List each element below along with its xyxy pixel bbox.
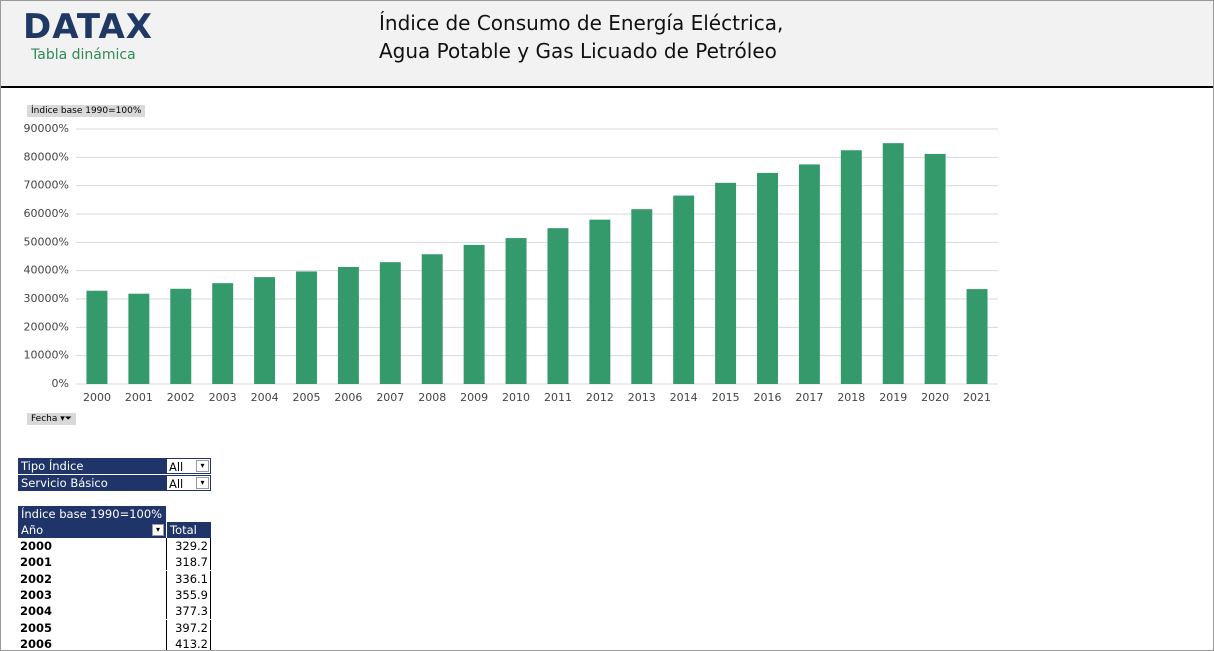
bar	[86, 290, 108, 384]
logo: DATAX	[23, 7, 153, 47]
x-tick-label: 2020	[921, 391, 949, 404]
filter-label: Servicio Básico	[18, 475, 166, 491]
bar	[379, 262, 401, 384]
filter-value[interactable]: All	[166, 458, 211, 474]
bar	[673, 195, 695, 384]
header: DATAX Tabla dinámica Índice de Consumo d…	[1, 1, 1213, 88]
x-tick-label: 2016	[754, 391, 782, 404]
x-tick-label: 2005	[293, 391, 321, 404]
x-tick-label: 2004	[251, 391, 279, 404]
pivot-value: 355.9	[166, 586, 211, 603]
pivot-value: 413.2	[166, 635, 211, 650]
title-line: Agua Potable y Gas Licuado de Petróleo	[379, 39, 777, 63]
x-tick-label: 2011	[544, 391, 572, 404]
x-tick-label: 2015	[712, 391, 740, 404]
bar	[128, 293, 150, 384]
bar	[463, 244, 485, 384]
pivot-value: 318.7	[166, 554, 211, 571]
y-tick-label: 60000%	[24, 207, 69, 220]
pivot-value: 397.2	[166, 619, 211, 636]
filter-dropdown[interactable]: ▾	[196, 460, 209, 472]
x-tick-label: 2021	[963, 391, 991, 404]
pivot-year: 2005	[20, 620, 53, 635]
y-tick-label: 30000%	[24, 292, 69, 305]
pivot-header: Año	[18, 522, 166, 538]
title-line: Índice de Consumo de Energía Eléctrica,	[379, 11, 784, 35]
pivot-header: Total	[166, 522, 211, 538]
x-tick-label: 2008	[418, 391, 446, 404]
x-axis-filter-button[interactable]: Fecha ▾⏷	[27, 413, 76, 425]
y-tick-label: 20000%	[24, 320, 69, 333]
bar	[421, 254, 443, 384]
x-tick-label: 2007	[376, 391, 404, 404]
logo-subtitle: Tabla dinámica	[31, 47, 136, 63]
y-tick-label: 70000%	[24, 179, 69, 192]
x-tick-label: 2000	[83, 391, 111, 404]
y-tick-label: 0%	[52, 377, 69, 390]
pivot-year: 2006	[20, 636, 53, 651]
pivot-year: 2002	[20, 571, 53, 586]
bar	[715, 182, 737, 384]
filter-dropdown[interactable]: ▾	[196, 477, 209, 489]
filter-label: Tipo Índice	[18, 458, 166, 474]
y-tick-label: 80000%	[24, 150, 69, 163]
x-tick-label: 2013	[628, 391, 656, 404]
x-tick-label: 2012	[586, 391, 614, 404]
pivot-year: 2004	[20, 604, 53, 619]
bar	[798, 164, 820, 384]
y-tick-label: 90000%	[24, 122, 69, 135]
bar	[589, 219, 611, 384]
x-tick-label: 2019	[879, 391, 907, 404]
bar	[840, 150, 862, 384]
pivot-year: 2003	[20, 587, 53, 602]
y-tick-label: 50000%	[24, 235, 69, 248]
y-tick-label: 40000%	[24, 264, 69, 277]
pivot-title: Índice base 1990=100%	[18, 506, 166, 522]
bar	[505, 238, 527, 384]
x-tick-label: 2010	[502, 391, 530, 404]
pivot-value: 329.2	[166, 538, 211, 554]
x-tick-label: 2018	[837, 391, 865, 404]
pivot-value: 377.3	[166, 603, 211, 620]
y-tick-label: 10000%	[24, 349, 69, 362]
x-tick-label: 2002	[167, 391, 195, 404]
x-tick-label: 2017	[795, 391, 823, 404]
bar	[337, 266, 359, 384]
x-tick-label: 2014	[670, 391, 698, 404]
pivot-year: 2001	[20, 555, 53, 570]
bar	[966, 289, 988, 384]
filter-value[interactable]: All	[166, 475, 211, 491]
bar	[212, 283, 234, 384]
filter-icon[interactable]: ▾	[152, 524, 164, 536]
bar	[631, 209, 653, 384]
x-tick-label: 2001	[125, 391, 153, 404]
bar	[254, 277, 276, 384]
pivot-value: 336.1	[166, 570, 211, 587]
bar	[757, 172, 778, 384]
x-tick-label: 2006	[334, 391, 362, 404]
bar	[296, 271, 317, 384]
x-tick-label: 2003	[209, 391, 237, 404]
y-axis-label: Índice base 1990=100%	[27, 105, 146, 117]
bar	[882, 143, 904, 384]
bar	[170, 288, 192, 384]
bar	[547, 228, 569, 384]
bar	[924, 153, 946, 384]
pivot-year: 2000	[20, 539, 53, 553]
x-axis-label: Fecha	[31, 414, 58, 424]
x-tick-label: 2009	[460, 391, 488, 404]
chart: 0% 10000% 20000% 30000% 40000% 50000% 60000% 70…	[24, 122, 998, 404]
